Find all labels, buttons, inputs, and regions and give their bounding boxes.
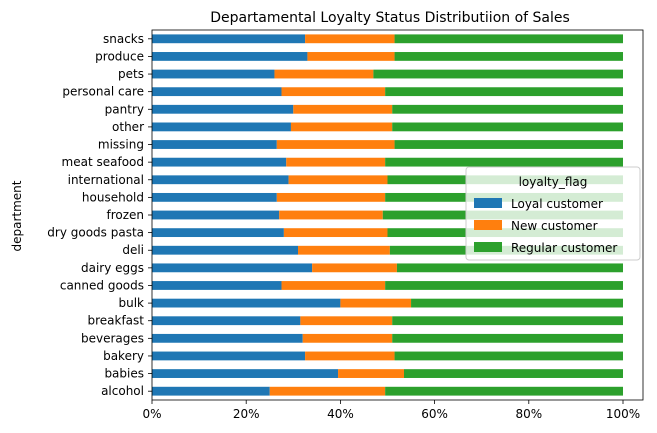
bar-canned-goods-regular-customer [385,281,623,290]
y-tick-label: missing [98,138,144,152]
bar-other-new-customer [290,122,393,132]
bar-dairy-eggs-new-customer [312,263,397,273]
bar-snacks-regular-customer [394,34,623,44]
bar-bulk-regular-customer [411,298,623,308]
bar-beverages-loyal-customer [152,333,303,343]
bar-other-loyal-customer [152,122,291,132]
legend: loyalty_flag Loyal customer New customer Re… [465,166,641,261]
x-tick-label: 20% [233,407,260,421]
bar-produce-new-customer [307,52,395,61]
y-tick-label: dry goods pasta [47,226,144,240]
bar-produce-regular-customer [394,52,623,61]
bar-pantry-new-customer [293,104,393,114]
bar-alcohol-new-customer [269,386,386,396]
bar-canned-goods-new-customer [281,281,386,290]
bar-bakery-new-customer [305,351,395,361]
bar-personal-care-loyal-customer [152,87,282,97]
bar-dairy-eggs-regular-customer [396,263,623,273]
legend-label: Loyal customer [511,197,603,211]
y-axis-label: department [10,180,24,251]
y-tick-label: snacks [103,32,144,46]
bar-personal-care-regular-customer [385,87,623,97]
bar-produce-loyal-customer [152,52,308,61]
y-tick-label: frozen [106,208,144,222]
bar-missing-regular-customer [394,140,623,149]
bar-dry-goods-pasta-loyal-customer [152,228,284,238]
bar-bakery-loyal-customer [152,351,306,361]
bar-breakfast-new-customer [300,316,393,326]
bar-household-loyal-customer [152,192,277,202]
bar-frozen-new-customer [279,210,383,220]
legend-swatch [474,220,502,230]
bar-beverages-regular-customer [392,333,623,343]
bar-babies-loyal-customer [152,369,339,378]
bar-international-loyal-customer [152,175,289,185]
y-tick-label: personal care [62,85,144,99]
y-tick-label: breakfast [87,314,144,328]
legend-label: New customer [511,219,598,233]
bar-canned-goods-loyal-customer [152,281,282,290]
y-tick-label: canned goods [60,278,144,292]
bar-deli-new-customer [298,245,390,255]
bar-meat-seafood-loyal-customer [152,157,287,167]
y-tick-label: meat seafood [62,155,144,169]
y-tick-label: babies [104,367,144,381]
y-tick-label: bulk [118,296,144,310]
bar-breakfast-loyal-customer [152,316,301,326]
bar-meat-seafood-regular-customer [385,157,623,167]
bar-pantry-regular-customer [392,104,623,114]
y-tick-label: bakery [103,349,144,363]
axes-layer: alcohol babies bakery beverages breakfast bul… [47,29,644,421]
bar-bulk-loyal-customer [152,298,341,308]
bar-deli-loyal-customer [152,245,299,255]
bar-international-new-customer [288,175,388,185]
x-tick-label: 100% [606,407,640,421]
bar-missing-loyal-customer [152,140,277,149]
legend-title: loyalty_flag [519,175,588,189]
bar-pets-new-customer [274,69,374,79]
bar-pets-regular-customer [373,69,623,79]
legend-box [465,166,641,261]
bar-alcohol-loyal-customer [152,386,270,396]
bar-beverages-new-customer [302,333,393,343]
x-tick-label: 0% [142,407,161,421]
bar-bulk-new-customer [340,298,412,308]
bar-snacks-new-customer [305,34,395,44]
y-tick-label: beverages [81,331,144,345]
x-tick-label: 40% [327,407,354,421]
bar-babies-new-customer [338,369,404,378]
legend-swatch [474,242,502,252]
bar-meat-seafood-new-customer [286,157,386,167]
bar-snacks-loyal-customer [152,34,306,44]
bar-household-new-customer [276,192,386,202]
bar-frozen-loyal-customer [152,210,280,220]
bar-personal-care-new-customer [281,87,386,97]
chart-title: Departamental Loyalty Status Distributii… [210,10,570,26]
y-tick-label: pets [118,67,144,81]
bar-babies-regular-customer [403,369,623,378]
y-tick-label: pantry [105,102,144,116]
y-tick-label: household [82,190,144,204]
bar-missing-new-customer [276,140,395,149]
bar-dry-goods-pasta-new-customer [283,228,388,238]
bar-bakery-regular-customer [394,351,623,361]
bar-alcohol-regular-customer [385,386,623,396]
y-tick-label: produce [95,49,144,63]
legend-label: Regular customer [511,241,617,255]
y-tick-label: international [68,173,144,187]
legend-swatch [474,198,502,208]
y-tick-label: deli [122,243,144,257]
y-tick-label: dairy eggs [81,261,144,275]
y-tick-label: other [112,120,144,134]
bar-dairy-eggs-loyal-customer [152,263,313,273]
bar-breakfast-regular-customer [392,316,623,326]
bar-pets-loyal-customer [152,69,275,79]
y-tick-label: alcohol [101,384,144,398]
bar-pantry-loyal-customer [152,104,294,114]
x-tick-label: 60% [421,407,448,421]
bar-other-regular-customer [392,122,623,132]
x-tick-label: 80% [515,407,542,421]
